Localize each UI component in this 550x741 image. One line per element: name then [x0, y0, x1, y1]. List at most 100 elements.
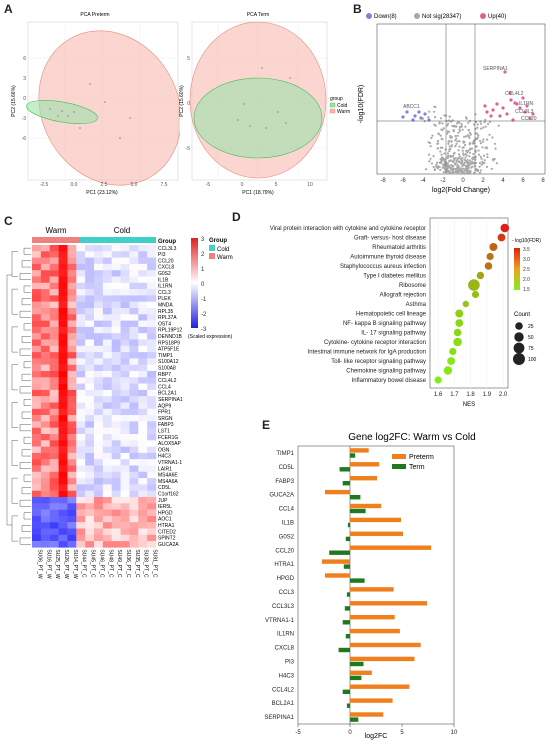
volcano-point — [486, 153, 489, 156]
volcano-point — [462, 167, 465, 170]
heatmap-cell — [32, 515, 42, 523]
heatmap-cell — [32, 339, 42, 346]
volcano-point — [493, 142, 497, 145]
heatmap-cell — [40, 358, 50, 365]
heatmap-cell — [40, 440, 50, 447]
heatmap-cell — [120, 326, 130, 334]
heatmap-cell — [85, 308, 95, 315]
heatmap-cell — [67, 333, 77, 340]
heatmap-cell — [138, 320, 148, 328]
heatmap-cell — [49, 534, 59, 542]
heatmap-cell — [120, 484, 130, 491]
heatmap-cell — [49, 522, 59, 529]
volcano-point — [450, 155, 453, 158]
heatmap-cell — [94, 371, 104, 378]
volcano-point — [455, 137, 458, 140]
category-label: IL1RN — [277, 632, 294, 638]
volcano-point — [466, 171, 470, 174]
row-dendrogram — [6, 247, 31, 545]
category-label: CCL3L3 — [272, 604, 295, 610]
heatmap-cell — [138, 333, 148, 340]
scale-tick: 0 — [201, 282, 205, 288]
heatmap-cell — [40, 534, 50, 542]
bar-term — [350, 508, 366, 514]
volcano-point — [446, 132, 449, 135]
x-tick: 6 — [521, 178, 525, 184]
scale-tick: 1 — [201, 267, 205, 273]
heatmap-cell — [94, 434, 104, 441]
enrichment-dot — [453, 328, 462, 337]
heatmap-cell — [147, 434, 157, 441]
category-label: CCL3 — [279, 590, 295, 596]
heatmap-cell — [32, 446, 42, 454]
volcano-point — [477, 153, 481, 156]
heatmap-cell — [76, 245, 86, 252]
heatmap-cell — [76, 490, 86, 498]
bar-preterm — [350, 615, 395, 620]
heatmap-cell — [49, 295, 59, 302]
volcano-point — [434, 105, 437, 108]
heatmap-cell — [102, 389, 112, 397]
heatmap-cell — [67, 509, 77, 517]
heatmap-cell — [120, 490, 130, 498]
heatmap-cell — [49, 345, 59, 353]
volcano-point-up — [483, 104, 487, 108]
heatmap-cell — [85, 534, 95, 542]
heatmap-cell — [147, 270, 157, 277]
heatmap-cell — [32, 251, 42, 258]
volcano-point — [468, 136, 471, 139]
heatmap-cell — [129, 528, 139, 535]
heatmap-cell — [102, 452, 112, 460]
heatmap-cell — [40, 471, 50, 479]
pathway-term: Hematopoietic cell lineage — [356, 312, 427, 318]
gene-label: CCL4L2 — [505, 91, 524, 97]
volcano-point-up — [523, 110, 527, 114]
bar-preterm — [350, 462, 380, 467]
x-tick: 2.5 — [101, 182, 108, 188]
heatmap-cell — [58, 415, 68, 422]
heatmap-cell — [40, 402, 50, 409]
heatmap-cell — [138, 263, 148, 271]
volcano-point — [465, 117, 468, 120]
heatmap-cell — [138, 326, 148, 334]
volcano-point — [461, 128, 464, 131]
heatmap-cell — [102, 522, 112, 529]
heatmap-cell — [147, 320, 157, 328]
heatmap-cell — [102, 333, 112, 340]
volcano-point — [446, 130, 449, 133]
volcano-point — [471, 142, 474, 145]
gene-label: S100A8 — [158, 366, 176, 372]
y-tick: -3 — [22, 116, 27, 122]
heatmap-cell — [111, 295, 121, 302]
heatmap-cell — [120, 497, 130, 504]
volcano-point — [427, 141, 430, 144]
legend-preterm: Preterm — [409, 454, 434, 461]
heatmap-cell — [102, 282, 112, 290]
bar-term — [342, 689, 350, 694]
volcano-point-down — [423, 112, 427, 116]
heatmap-cell — [67, 251, 77, 258]
heatmap-cell — [32, 308, 42, 315]
volcano-point — [458, 153, 461, 156]
heatmap-cell — [129, 301, 139, 309]
gene-label: RPL19P12 — [158, 328, 182, 334]
heatmap-cell — [138, 421, 148, 428]
gene-label: CXCL8 — [158, 265, 174, 271]
heatmap-cell — [67, 383, 77, 391]
heatmap-cell — [40, 427, 50, 435]
volcano-point-up — [491, 108, 495, 112]
heatmap-cell — [111, 257, 121, 265]
heatmap-cell — [147, 427, 157, 435]
heatmap-cell — [67, 415, 77, 422]
heatmap-cell — [102, 471, 112, 479]
volcano-point — [447, 166, 450, 169]
heatmap-cell — [129, 320, 139, 328]
heatmap-cell — [147, 326, 157, 334]
heatmap-cell — [102, 434, 112, 441]
heatmap-cell — [129, 484, 139, 491]
heatmap-cell — [111, 528, 121, 535]
heatmap-cell — [147, 490, 157, 498]
heatmap-cell — [67, 358, 77, 365]
bar-term — [344, 606, 350, 611]
heatmap-cell — [85, 263, 95, 271]
